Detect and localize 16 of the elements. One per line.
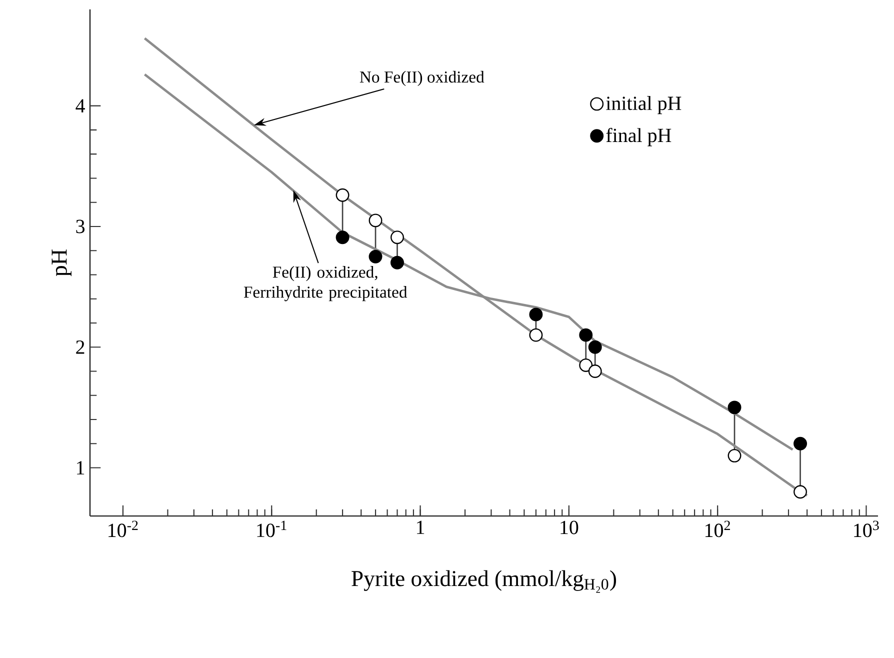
y-axis-title: pH [52, 249, 72, 276]
y-tick-label: 2 [76, 340, 84, 354]
x-tick-label: 10 [560, 520, 578, 534]
annotation: No Fe(II) oxidized [360, 70, 484, 86]
y-tick-label: 4 [76, 99, 85, 112]
legend-label: initial pH [606, 96, 682, 114]
x-tick-label: 1 [417, 520, 424, 534]
x-tick-label: 10$^{-1}$ [257, 520, 286, 538]
x-tick-label: 10$^{3}$ [854, 520, 879, 538]
x-tick-label: 10$^{2}$ [706, 520, 730, 538]
x-axis-title: Pyrite oxidized (mmol/kg$_{H₂0}$) [352, 570, 616, 593]
y-tick-label: 1 [77, 461, 84, 474]
y-tick-label: 3 [76, 220, 85, 234]
legend-label: final pH [606, 128, 672, 146]
x-tick-label: 10$^{-2}$ [108, 520, 138, 538]
annotation: Fe(II) oxidized, Ferrihydrite precipitated [244, 266, 408, 302]
